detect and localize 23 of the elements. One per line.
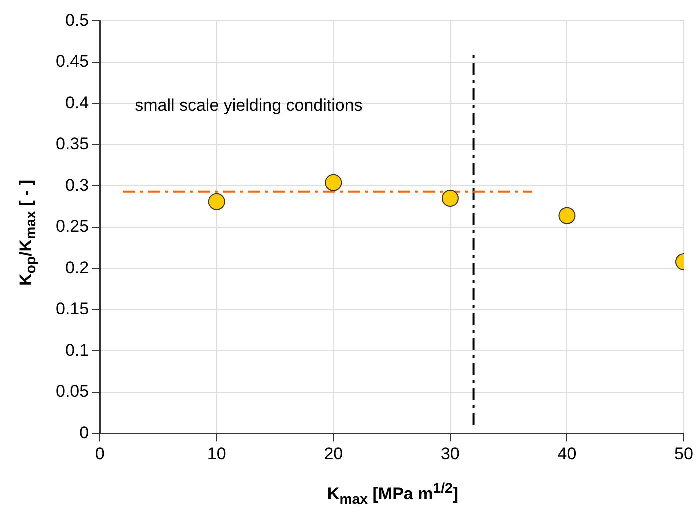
y-tick-label: 0.3: [65, 176, 90, 195]
y-tick-label: 0: [80, 423, 90, 442]
y-tick-label: 0.5: [65, 10, 90, 30]
y-tick-label: 0.1: [65, 340, 90, 360]
y-tick-label: 0.45: [56, 52, 90, 72]
y-tick-label: 0.4: [65, 93, 90, 112]
y-tick-label: 0.25: [56, 217, 90, 236]
y-tick-label: 0.05: [56, 382, 90, 402]
y-tick-label: 0.35: [56, 134, 90, 154]
point: [325, 174, 342, 192]
point: [208, 193, 226, 210]
x-tick-label: 20: [324, 444, 344, 464]
point: [558, 207, 576, 224]
point: [442, 190, 459, 208]
x-tick-label: 10: [207, 444, 226, 464]
x-tick-label: 40: [558, 444, 577, 464]
x-tick-label: 0: [95, 444, 105, 464]
x-tick-label: 50: [674, 444, 694, 464]
y-tick-label: 0.2: [65, 258, 90, 278]
annotation: small scale yielding conditions: [135, 96, 363, 115]
x-tick-label: 30: [440, 444, 460, 464]
x-axis-title: K$_{max}$ [MPa m$^{1/2}$]: [326, 480, 460, 508]
y-tick-label: 0.15: [56, 300, 90, 319]
